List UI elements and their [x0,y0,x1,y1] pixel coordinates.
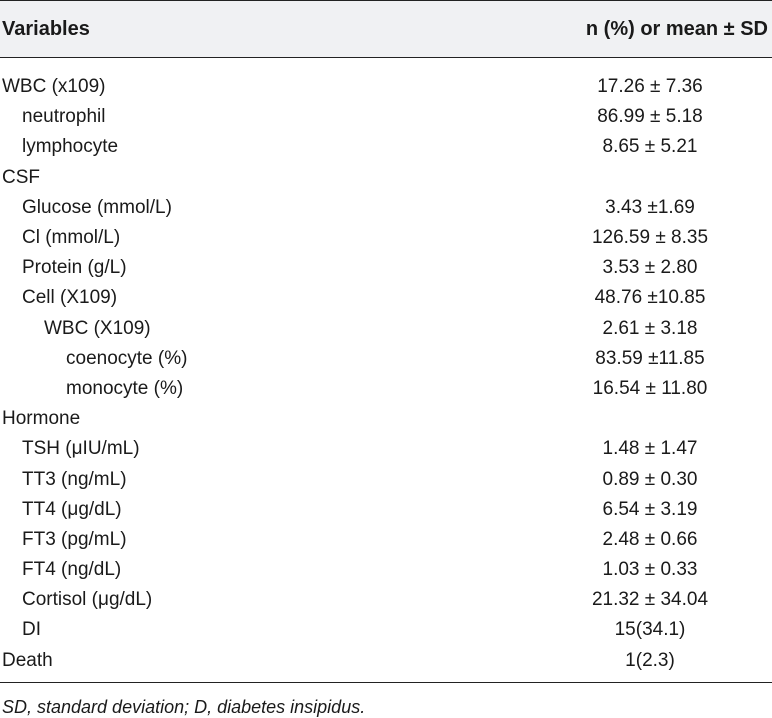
row-value: 2.48 ± 0.66 [602,528,698,550]
table-row: neutrophil 86.99 ± 5.18 [0,102,772,132]
row-value: 15(34.1) [614,619,686,641]
row-value: 83.59 ±11.85 [595,347,705,369]
row-label: WBC (x109) [2,76,106,98]
row-value: 86.99 ± 5.18 [597,106,703,128]
table-body: WBC (x109) 17.26 ± 7.36 neutrophil 86.99 ± … [0,58,772,676]
table-row: coenocyte (%) 83.59 ±11.85 [0,344,772,374]
row-label: Death [2,649,53,671]
row-value: 2.61 ± 3.18 [602,317,698,339]
table-row: WBC (X109) 2.61 ± 3.18 [0,314,772,344]
table-row: Cortisol (μg/dL) 21.32 ± 34.04 [0,585,772,615]
header-values: n (%) or mean ± SD [585,17,768,40]
header-variables: Variables [2,17,90,40]
row-label: DI [22,619,41,641]
row-label: TSH (μIU/mL) [22,438,140,460]
table-row: DI 15(34.1) [0,615,772,645]
table-footnote: SD, standard deviation; D, diabetes insi… [2,696,366,717]
row-label: neutrophil [22,106,106,128]
row-label: Hormone [2,408,81,430]
table-row: Cell (X109) 48.76 ±10.85 [0,283,772,313]
row-label: WBC (X109) [44,317,151,339]
table-row: FT4 (ng/dL) 1.03 ± 0.33 [0,555,772,585]
row-value: 1.48 ± 1.47 [602,438,698,460]
row-label: Cortisol (μg/dL) [22,589,153,611]
row-value: 1.03 ± 0.33 [602,559,698,581]
row-label: FT4 (ng/dL) [22,559,122,581]
table-header: Variables n (%) or mean ± SD [0,0,772,58]
row-label: Glucose (mmol/L) [22,196,172,218]
row-label: lymphocyte [22,136,119,158]
row-label: Protein (g/L) [22,257,127,279]
table-row: TT3 (ng/mL) 0.89 ± 0.30 [0,464,772,494]
row-label: Cell (X109) [22,287,118,309]
table-row: Protein (g/L) 3.53 ± 2.80 [0,253,772,283]
table-row: Hormone [0,404,772,434]
row-value: 1(2.3) [625,649,675,671]
row-value: 17.26 ± 7.36 [597,76,703,98]
row-label: CSF [2,166,40,188]
table-row: TT4 (μg/dL) 6.54 ± 3.19 [0,495,772,525]
row-label: monocyte (%) [66,377,184,399]
row-value: 3.43 ±1.69 [605,196,695,218]
table-row: Death 1(2.3) [0,646,772,676]
row-value: 48.76 ±10.85 [594,287,706,309]
row-value: 0.89 ± 0.30 [602,468,698,490]
row-value: 16.54 ± 11.80 [592,377,708,399]
row-label: coenocyte (%) [66,347,188,369]
table-row: CSF [0,163,772,193]
row-value: 126.59 ± 8.35 [591,227,709,249]
bottom-rule [0,681,772,683]
table-row: FT3 (pg/mL) 2.48 ± 0.66 [0,525,772,555]
table-row: lymphocyte 8.65 ± 5.21 [0,132,772,162]
row-value: 3.53 ± 2.80 [602,257,698,279]
row-label: TT3 (ng/mL) [22,468,127,490]
table-row: Glucose (mmol/L) 3.43 ±1.69 [0,193,772,223]
row-label: Cl (mmol/L) [22,227,121,249]
table-row: monocyte (%) 16.54 ± 11.80 [0,374,772,404]
table-row: WBC (x109) 17.26 ± 7.36 [0,72,772,102]
table-row: TSH (μIU/mL) 1.48 ± 1.47 [0,434,772,464]
row-value: 21.32 ± 34.04 [591,589,709,611]
table-row: Cl (mmol/L) 126.59 ± 8.35 [0,223,772,253]
row-label: TT4 (μg/dL) [22,498,122,520]
row-label: FT3 (pg/mL) [22,528,127,550]
row-value: 6.54 ± 3.19 [602,498,698,520]
row-value: 8.65 ± 5.21 [602,136,698,158]
